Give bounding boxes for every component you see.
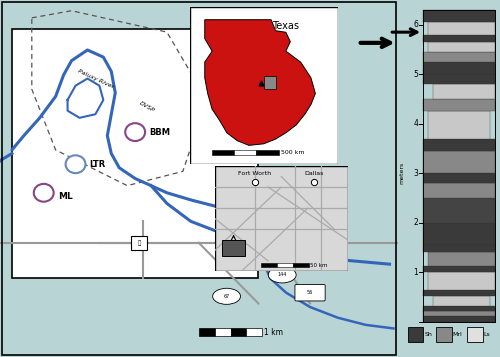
Bar — [423, 183, 495, 198]
Text: 50 km: 50 km — [310, 263, 328, 268]
Text: ML: ML — [58, 192, 72, 201]
Bar — [131, 236, 147, 250]
Text: 1 km: 1 km — [264, 327, 283, 337]
Text: meters: meters — [399, 162, 404, 184]
Bar — [199, 328, 214, 336]
Bar — [256, 150, 278, 155]
Bar — [264, 76, 276, 89]
FancyBboxPatch shape — [295, 285, 325, 301]
Circle shape — [34, 184, 54, 202]
Bar — [423, 290, 495, 296]
Bar — [423, 35, 495, 42]
Bar — [246, 328, 262, 336]
Bar — [423, 173, 495, 183]
Text: BBM: BBM — [149, 127, 170, 137]
Polygon shape — [205, 20, 316, 145]
Ellipse shape — [268, 267, 296, 283]
Bar — [423, 266, 495, 272]
Text: 144: 144 — [278, 272, 287, 277]
Bar — [436, 327, 452, 342]
Bar — [428, 111, 490, 139]
Bar — [423, 99, 495, 111]
Bar — [423, 139, 495, 151]
Text: 2: 2 — [414, 218, 418, 227]
Bar — [423, 10, 495, 22]
Bar — [423, 151, 495, 173]
Bar — [423, 306, 495, 311]
Bar — [428, 22, 495, 35]
Text: 4: 4 — [414, 119, 418, 128]
Bar — [467, 327, 482, 342]
Circle shape — [66, 155, 86, 173]
Text: Sh: Sh — [424, 332, 432, 337]
Bar — [222, 240, 246, 256]
Bar — [214, 328, 230, 336]
Bar — [423, 74, 495, 84]
Text: Mrl: Mrl — [453, 332, 462, 337]
Bar — [293, 263, 309, 267]
Bar — [428, 252, 495, 266]
Bar — [278, 263, 293, 267]
Bar — [234, 150, 256, 155]
Bar — [262, 263, 278, 267]
Text: Ⓟ: Ⓟ — [138, 240, 141, 246]
Text: Paluxy River: Paluxy River — [76, 68, 114, 89]
Bar — [434, 296, 490, 306]
Text: 5: 5 — [414, 70, 418, 79]
Bar — [423, 311, 495, 316]
Ellipse shape — [212, 288, 240, 304]
Text: 56: 56 — [307, 290, 313, 295]
Text: Texas: Texas — [272, 21, 299, 31]
Text: 67: 67 — [224, 294, 230, 299]
Bar — [423, 52, 495, 62]
Bar — [423, 198, 495, 223]
Text: Fort Worth: Fort Worth — [238, 171, 272, 176]
Text: 3: 3 — [414, 169, 418, 178]
Bar — [212, 150, 234, 155]
Text: Ls: Ls — [484, 332, 490, 337]
Circle shape — [125, 123, 145, 141]
Bar — [408, 327, 423, 342]
Bar — [428, 42, 495, 52]
Bar — [423, 62, 495, 74]
Bar — [230, 328, 246, 336]
Bar — [423, 223, 495, 245]
Bar — [423, 245, 495, 252]
Bar — [434, 84, 495, 99]
Text: 500 km: 500 km — [282, 150, 305, 155]
Bar — [423, 316, 495, 322]
Text: LTR: LTR — [90, 160, 106, 169]
Bar — [12, 29, 258, 278]
Text: 6: 6 — [414, 20, 418, 29]
Text: DVSP: DVSP — [138, 101, 156, 114]
Text: Dallas: Dallas — [304, 171, 324, 176]
Text: 1: 1 — [414, 268, 418, 277]
Bar — [428, 272, 495, 290]
Text: Glen Rose: Glen Rose — [273, 224, 316, 233]
